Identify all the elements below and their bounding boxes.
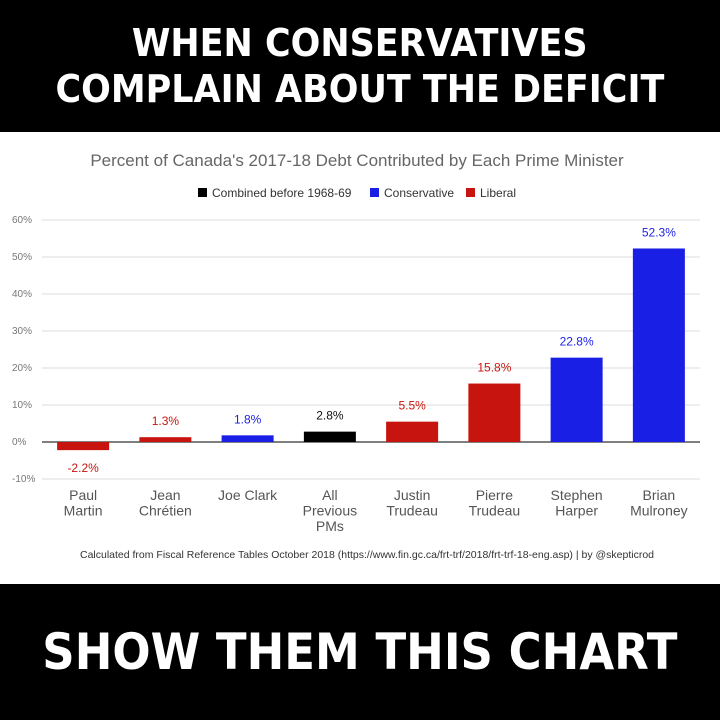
x-tick-label: Pierre Trudeau [469, 487, 521, 519]
y-axis: -10% 0% 10% 20% 30% 40% 50% 60% [12, 215, 35, 485]
bar-chart: Percent of Canada's 2017-18 Debt Contrib… [12, 151, 700, 561]
bar [632, 248, 685, 442]
x-tick-label: Brian Mulroney [630, 487, 688, 519]
bar [57, 442, 110, 451]
legend-swatch [466, 188, 475, 197]
y-tick-label: 40% [12, 289, 32, 300]
y-tick-label: 60% [12, 215, 32, 226]
bar [303, 431, 356, 442]
y-tick-label: 30% [12, 326, 32, 337]
y-tick-label: -10% [12, 474, 35, 485]
bottom-banner: SHOW THEM THIS CHART [0, 584, 720, 720]
data-label: 5.5% [398, 399, 426, 413]
bar [221, 435, 274, 442]
legend-swatch [198, 188, 207, 197]
data-label: 15.8% [477, 361, 511, 375]
y-tick-label: 50% [12, 252, 32, 263]
data-label: 1.3% [152, 414, 180, 428]
y-tick-label: 20% [12, 363, 32, 374]
bar [139, 437, 192, 442]
headline-line-1: WHEN CONSERVATIVES [132, 21, 588, 65]
headline-line-2: COMPLAIN ABOUT THE DEFICIT [55, 67, 665, 111]
bars: -2.2% 1.3% 1.8% 2.8% 5.5% 15.8% 22.8% 52.3% [57, 225, 685, 475]
bar [468, 383, 521, 442]
x-tick-label: Stephen Harper [551, 487, 603, 519]
x-tick-label: All Previous PMs [303, 487, 357, 534]
legend-label: Liberal [480, 186, 516, 200]
x-tick-label: Joe Clark [218, 487, 278, 503]
y-tick-label: 10% [12, 400, 32, 411]
chart-title: Percent of Canada's 2017-18 Debt Contrib… [90, 151, 624, 170]
data-label: -2.2% [67, 461, 99, 475]
chart-legend: Combined before 1968-69 Conservative Liber… [198, 186, 516, 200]
bar [550, 357, 603, 442]
y-tick-label: 0% [12, 437, 27, 448]
x-tick-label: Jean Chrétien [139, 487, 192, 519]
x-tick-label: Justin Trudeau [386, 487, 438, 519]
x-axis: Paul Martin Jean Chrétien Joe Clark All Previo… [64, 487, 688, 534]
legend-label: Conservative [384, 186, 454, 200]
chart-panel: Percent of Canada's 2017-18 Debt Contrib… [0, 132, 720, 584]
bar [386, 421, 439, 442]
legend-swatch [370, 188, 379, 197]
legend-label: Combined before 1968-69 [212, 186, 352, 200]
data-label: 1.8% [234, 412, 262, 426]
source-note: Calculated from Fiscal Reference Tables … [80, 549, 654, 561]
data-label: 22.8% [560, 335, 594, 349]
top-banner: WHEN CONSERVATIVES COMPLAIN ABOUT THE DE… [0, 0, 720, 132]
x-tick-label: Paul Martin [64, 487, 103, 519]
data-label: 2.8% [316, 409, 344, 423]
footer-text: SHOW THEM THIS CHART [42, 623, 678, 681]
data-label: 52.3% [642, 225, 676, 239]
